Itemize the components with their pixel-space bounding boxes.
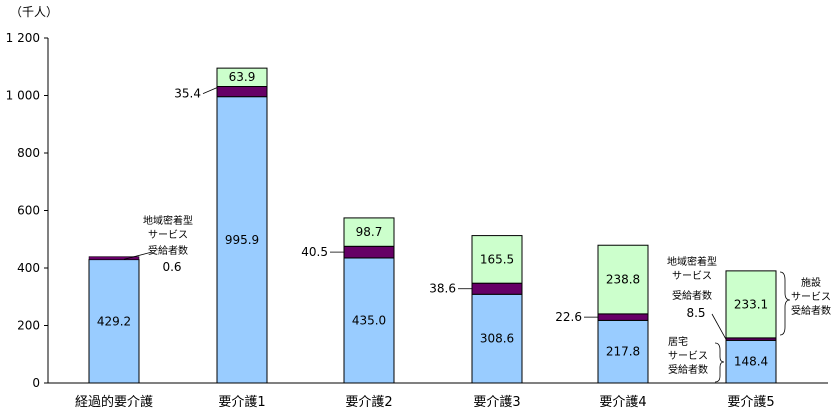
value-label-community: 0.6 (162, 260, 181, 274)
home-brace (714, 342, 725, 383)
annotation-home-line2: サービス (668, 350, 708, 362)
y-tick-label: 1 200 (6, 31, 40, 45)
bar-facility-segment (597, 244, 649, 315)
value-label-home: 148.4 (734, 355, 768, 369)
annotation-facility-line1: 施設 (801, 276, 821, 289)
annotation-community-line2: サービス (148, 229, 188, 241)
unit-label: （千人） (10, 5, 58, 19)
bar-home-segment (597, 319, 649, 384)
leader-line (123, 251, 153, 260)
value-label-home: 429.2 (97, 314, 131, 328)
value-label-facility: 233.1 (734, 297, 768, 311)
value-label-home: 217.8 (606, 345, 640, 359)
bar-community-segment (88, 256, 140, 260)
value-label-facility: 63.9 (229, 70, 256, 84)
y-tick-label: 600 (17, 204, 40, 218)
value-label-home: 995.9 (225, 233, 259, 247)
y-tick-label: 1 000 (6, 89, 40, 103)
value-label-home: 435.0 (352, 313, 386, 327)
annotation-home-line3: 受給者数 (668, 363, 708, 376)
y-tick-label: 0 (32, 376, 40, 390)
value-label-community: 40.5 (301, 245, 328, 259)
leader-line (202, 87, 218, 94)
bar-community-segment (597, 313, 649, 321)
value-label-facility: 238.8 (606, 273, 640, 287)
bar-facility-segment (343, 217, 395, 247)
value-label-community: 22.6 (555, 310, 582, 324)
facility-brace (779, 271, 791, 336)
x-category-label: 要介護3 (473, 394, 520, 410)
bar-home-segment (471, 293, 523, 384)
bar-facility-segment (725, 270, 777, 339)
annotation-community-line1: 地域密着型 (667, 255, 717, 268)
annotation-community-line1: 地域密着型 (143, 214, 193, 227)
x-category-label: 要介護4 (599, 394, 646, 410)
bar-community-segment (471, 282, 523, 295)
value-label-facility: 165.5 (480, 252, 514, 266)
value-label-home: 308.6 (480, 332, 514, 346)
bar-home-segment (88, 259, 140, 384)
bar-facility-segment (471, 235, 523, 284)
annotation-community-line3: 受給者数 (672, 289, 712, 302)
value-label-community: 35.4 (174, 87, 201, 101)
annotation-facility-line2: サービス (791, 291, 831, 303)
y-tick-label: 400 (17, 261, 40, 275)
x-category-label: 経過的要介護 (75, 394, 153, 410)
value-label-community: 8.5 (686, 306, 705, 320)
annotation-home-line1: 居宅 (668, 335, 688, 348)
bar-facility-segment (216, 67, 268, 88)
leader-line (711, 313, 727, 340)
bar-community-segment (343, 245, 395, 259)
x-category-label: 要介護2 (345, 394, 392, 410)
x-category-label: 要介護1 (218, 394, 265, 410)
annotation-community-line3: 受給者数 (148, 244, 188, 257)
annotation-community-line2: サービス (672, 270, 712, 282)
bar-home-segment (216, 96, 268, 384)
annotation-facility-line3: 受給者数 (791, 304, 831, 317)
y-tick-label: 800 (17, 146, 40, 160)
bar-community-segment (216, 86, 268, 98)
value-label-facility: 98.7 (356, 225, 383, 239)
y-tick-label: 200 (17, 319, 40, 333)
value-label-community: 38.6 (429, 282, 456, 296)
x-category-label: 要介護5 (727, 394, 774, 410)
